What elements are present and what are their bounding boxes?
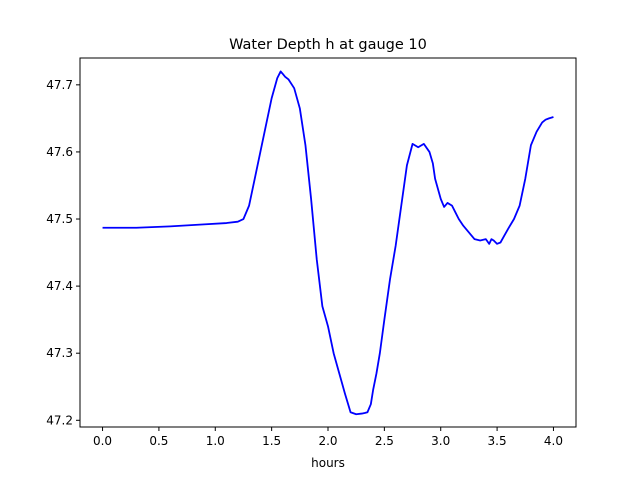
y-tick-label: 47.4 [46,279,73,293]
x-axis: 0.0 0.5 1.0 1.5 2.0 2.5 3.0 3.5 4.0 [93,427,563,448]
x-tick-label: 1.5 [262,434,281,448]
x-axis-label: hours [311,456,345,470]
x-tick-label: 3.5 [488,434,507,448]
y-tick-label: 47.6 [46,145,73,159]
chart-title: Water Depth h at gauge 10 [229,37,427,53]
x-tick-label: 3.0 [431,434,450,448]
series-line [102,70,554,416]
y-tick-label: 47.2 [46,413,73,427]
y-tick-label: 47.7 [46,78,73,92]
x-tick-label: 0.0 [93,434,112,448]
x-tick-label: 2.5 [375,434,394,448]
y-tick-label: 47.3 [46,346,73,360]
x-tick-label: 4.0 [544,434,563,448]
y-tick-label: 47.5 [46,212,73,226]
x-tick-label: 0.5 [149,434,168,448]
x-tick-label: 2.0 [318,434,337,448]
y-axis: 47.2 47.3 47.4 47.5 47.6 47.7 [46,78,80,427]
x-tick-label: 1.0 [206,434,225,448]
